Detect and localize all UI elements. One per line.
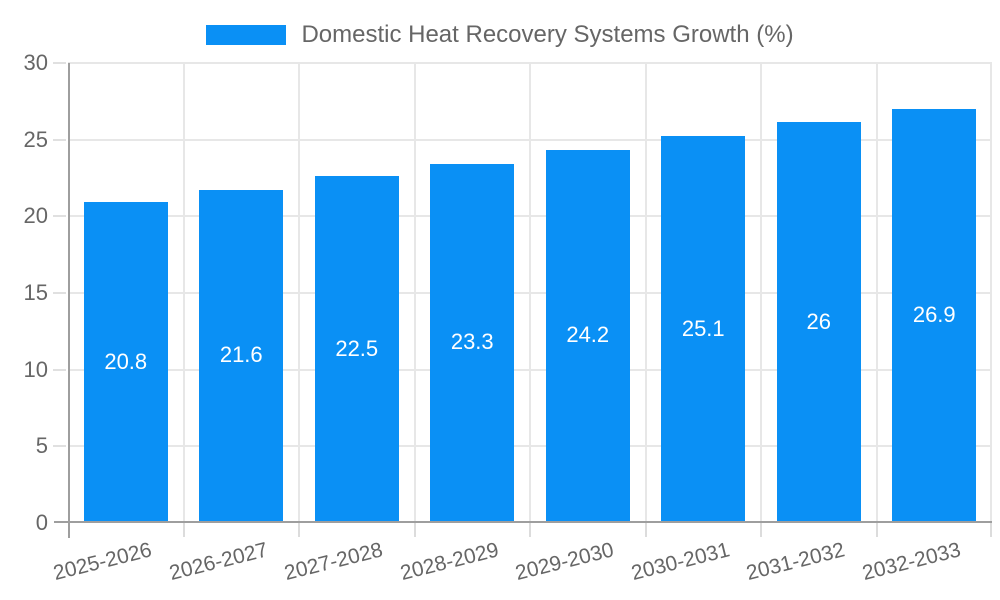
x-axis-tick-mark <box>529 523 531 537</box>
y-tick-label: 10 <box>23 356 48 382</box>
y-axis-line <box>68 63 70 538</box>
bar-2026-2027: 21.6 <box>199 189 284 521</box>
gridline-vertical <box>414 63 416 523</box>
y-tick-label: 0 <box>35 510 48 535</box>
x-axis-tick-mark <box>183 523 185 537</box>
x-axis-tick-mark <box>990 523 992 537</box>
gridline-vertical <box>183 63 185 523</box>
bar-2028-2029: 23.3 <box>430 163 515 521</box>
y-tick-label: 30 <box>23 50 48 75</box>
legend-color-swatch <box>206 25 287 45</box>
bar-value-label: 25.1 <box>681 315 725 341</box>
x-axis-line <box>54 521 992 523</box>
bar-value-label: 20.8 <box>104 348 148 374</box>
x-axis-tick-mark <box>876 523 878 537</box>
bar-2030-2031: 25.1 <box>661 136 746 521</box>
gridline-vertical <box>298 63 300 523</box>
bar-2029-2030: 24.2 <box>545 149 630 521</box>
y-axis-tick-mark <box>53 215 66 218</box>
x-tick-label-text: 2032-2033 <box>859 538 963 585</box>
y-axis-tick-mark <box>53 62 66 64</box>
chart-legend[interactable]: Domestic Heat Recovery Systems Growth (%… <box>0 21 1000 49</box>
y-tick-label: 5 <box>35 433 48 459</box>
x-axis-tick-mark <box>414 523 416 537</box>
y-axis-tick-mark <box>53 445 66 448</box>
gridline-vertical <box>645 63 647 523</box>
x-axis-tick-mark <box>645 523 647 537</box>
y-axis-tick-mark <box>53 292 66 294</box>
y-axis-tick-mark <box>53 138 66 141</box>
x-tick-label: 2032-2033 <box>660 537 963 585</box>
y-tick-label: 20 <box>23 203 48 229</box>
y-tick-label: 25 <box>23 126 48 152</box>
x-axis-tick-mark <box>298 523 300 537</box>
gridline-vertical <box>990 63 992 523</box>
bar-2025-2026: 20.8 <box>83 202 168 521</box>
bar-value-label: 22.5 <box>335 335 379 361</box>
bar-value-label: 24.2 <box>566 322 610 348</box>
bar-value-label: 26.9 <box>912 301 956 327</box>
gridline-vertical <box>529 63 531 523</box>
legend-label: Domestic Heat Recovery Systems Growth (%… <box>301 21 794 48</box>
bar-value-label: 23.3 <box>450 329 494 355</box>
gridline-vertical <box>876 63 878 523</box>
y-tick-label: 15 <box>23 280 48 305</box>
bar-value-label: 21.6 <box>219 342 263 368</box>
y-axis-tick-mark <box>53 368 66 371</box>
x-axis-tick-mark <box>760 523 762 537</box>
bar-2027-2028: 22.5 <box>314 176 399 521</box>
bar-2032-2033: 26.9 <box>892 108 977 521</box>
bar-value-label: 26 <box>806 308 831 334</box>
plot-area: 0 5 10 15 20 25 30 20.8 21.6 22.5 23.3 24.2 25.1 26 26… <box>24 50 992 585</box>
bar-2031-2032: 26 <box>776 122 861 521</box>
gridline-vertical <box>760 63 762 523</box>
